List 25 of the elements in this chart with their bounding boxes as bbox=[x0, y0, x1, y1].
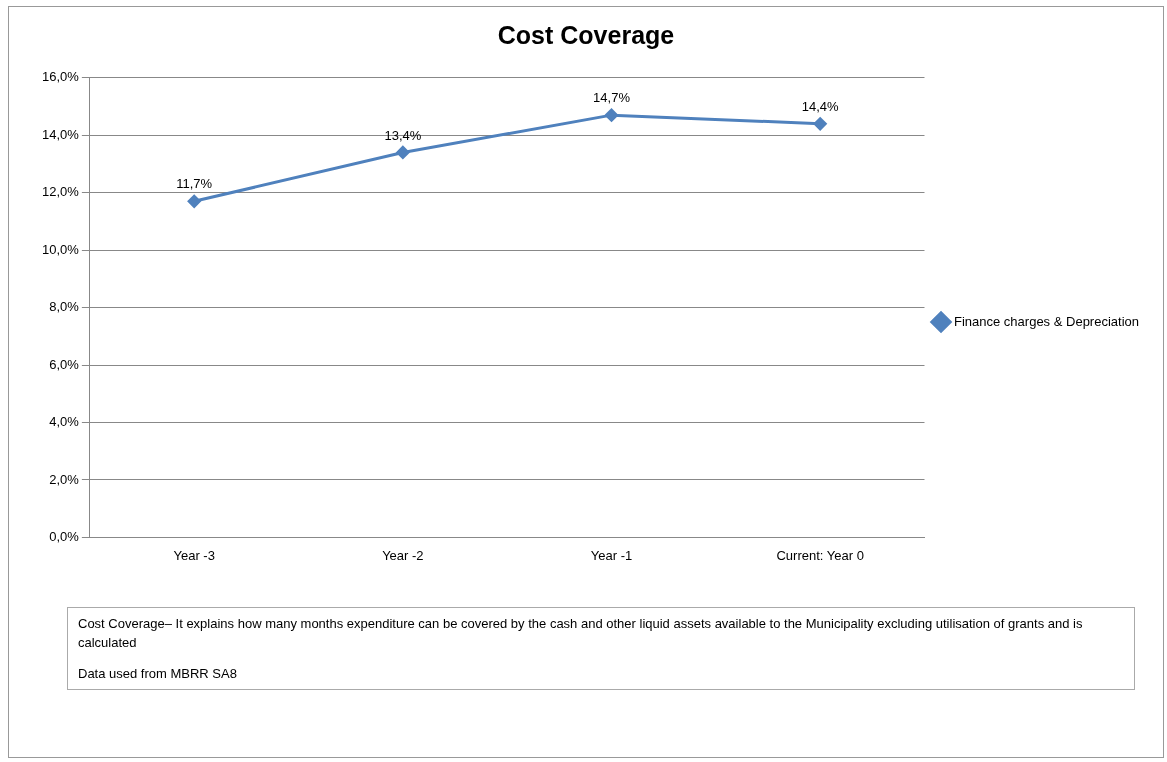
y-tick-label: 16,0% bbox=[41, 69, 80, 85]
legend-label: Finance charges & Depreciation bbox=[954, 313, 1140, 329]
y-tick-label: 0,0% bbox=[49, 528, 80, 544]
x-tick-label: Year -2 bbox=[382, 547, 424, 563]
y-tick-label: 6,0% bbox=[49, 356, 80, 372]
x-tick-label: Year -1 bbox=[590, 547, 633, 563]
point bbox=[605, 108, 619, 122]
data-label: 14,4% bbox=[801, 98, 840, 114]
data-label: 11,7% bbox=[176, 176, 213, 192]
x-tick-label: Current: Year 0 bbox=[776, 547, 864, 563]
y-tick-label: 10,0% bbox=[41, 241, 80, 257]
y-tick-label: 8,0% bbox=[49, 299, 80, 315]
data-label: 13,4% bbox=[384, 127, 422, 143]
y-tick-label: 2,0% bbox=[49, 471, 80, 487]
chart-title: Cost Coverage bbox=[496, 21, 676, 50]
y-tick-label: 12,0% bbox=[41, 184, 80, 200]
data-label: 14,7% bbox=[593, 90, 631, 106]
text: Data used from MBRR SA8 bbox=[78, 665, 238, 683]
y-tick-label: 4,0% bbox=[49, 414, 80, 430]
x-tick-label: Year -3 bbox=[173, 547, 215, 563]
point bbox=[396, 145, 410, 159]
point bbox=[187, 194, 201, 208]
y-tick-label: 14,0% bbox=[41, 126, 80, 142]
point bbox=[813, 117, 827, 131]
text: Cost Coverage– It explains how many months expenditure can be covered by the cash and other liquid assets available to the Municipality excluding utilisation of grants and is calculated bbox=[78, 615, 1084, 652]
